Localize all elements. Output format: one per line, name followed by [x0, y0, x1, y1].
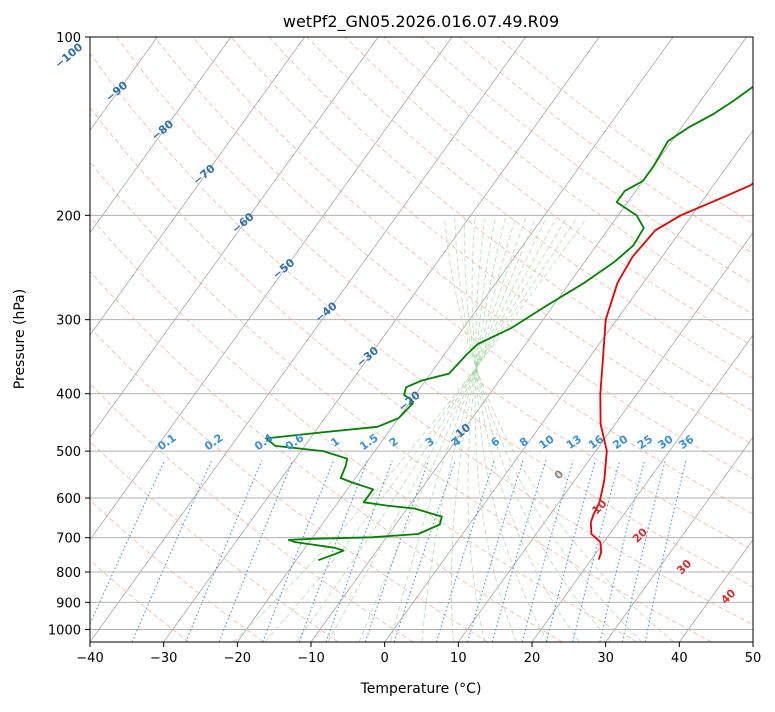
y-tick-label: 900 — [56, 596, 81, 611]
y-tick-label: 100 — [56, 31, 81, 46]
x-tick-label: 30 — [597, 651, 614, 666]
x-tick-label: 50 — [745, 651, 762, 666]
y-tick-label: 700 — [56, 532, 81, 547]
x-tick-label: −30 — [150, 651, 177, 666]
x-tick-label: 0 — [381, 651, 389, 666]
y-tick-label: 200 — [56, 209, 81, 224]
y-tick-label: 500 — [56, 445, 81, 460]
y-tick-label: 300 — [56, 314, 81, 329]
x-tick-label: −40 — [76, 651, 103, 666]
y-tick-label: 800 — [56, 566, 81, 581]
x-tick-label: 10 — [450, 651, 467, 666]
y-tick-label: 400 — [56, 388, 81, 403]
y-axis-label: Pressure (hPa) — [12, 289, 28, 389]
y-tick-label: 1000 — [48, 623, 81, 638]
x-tick-label: −10 — [297, 651, 324, 666]
x-axis-label: Temperature (°C) — [360, 681, 482, 697]
x-tick-label: −20 — [224, 651, 251, 666]
x-tick-label: 40 — [671, 651, 688, 666]
chart-title: wetPf2_GN05.2026.016.07.49.R09 — [283, 12, 559, 32]
x-tick-label: 20 — [524, 651, 541, 666]
y-tick-label: 600 — [56, 492, 81, 507]
